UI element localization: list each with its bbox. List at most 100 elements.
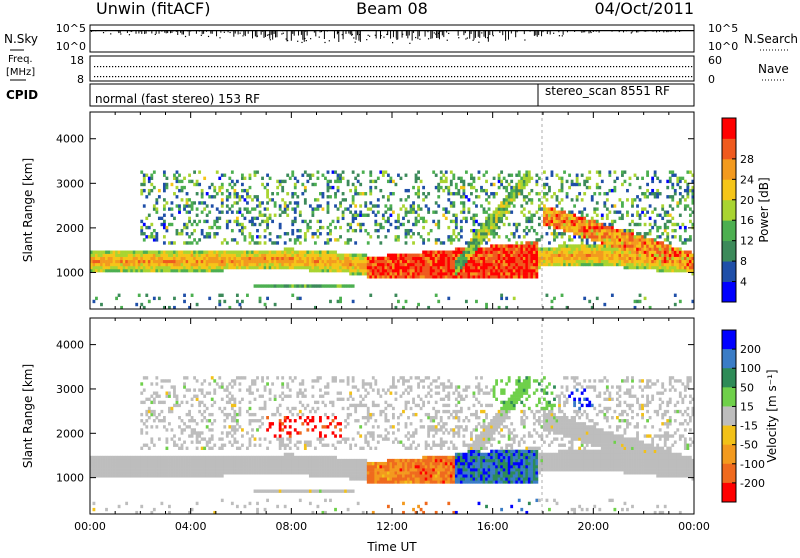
range-gate-cell [432, 254, 435, 257]
range-gate-cell [619, 235, 622, 238]
range-gate-cell [148, 410, 151, 413]
range-gate-cell [596, 254, 599, 257]
range-gate-cell [629, 232, 632, 235]
range-gate-cell [661, 266, 664, 269]
range-gate-cell [420, 254, 423, 257]
range-gate-cell [150, 223, 153, 226]
range-gate-cell [450, 263, 453, 266]
range-gate-cell [551, 211, 554, 214]
range-gate-cell [266, 207, 269, 210]
range-gate-cell [103, 456, 106, 459]
noise-search-point [353, 37, 354, 38]
range-gate-cell [676, 254, 679, 257]
range-gate-cell [213, 223, 216, 226]
range-gate-cell [503, 211, 506, 214]
range-gate-cell [171, 471, 174, 474]
range-gate-cell [654, 247, 657, 250]
range-gate-cell [576, 229, 579, 232]
range-gate-cell [518, 251, 521, 254]
range-gate-cell [505, 204, 508, 207]
range-gate-cell [181, 401, 184, 404]
range-gate-cell [432, 266, 435, 269]
range-gate-cell [639, 214, 642, 217]
range-gate-cell [470, 257, 473, 260]
range-gate-cell [510, 201, 513, 204]
range-gate-cell [561, 257, 564, 260]
range-gate-cell [561, 294, 564, 297]
freq-point [427, 76, 428, 77]
range-gate-cell [639, 257, 642, 260]
range-gate-cell [520, 272, 523, 275]
range-gate-cell [138, 251, 141, 254]
range-gate-cell [402, 223, 405, 226]
range-gate-cell [379, 266, 382, 269]
range-gate-cell [457, 254, 460, 257]
range-gate-cell [520, 180, 523, 183]
range-gate-cell [538, 247, 541, 250]
range-gate-cell [483, 189, 486, 192]
nave-point [664, 66, 665, 67]
range-gate-cell [654, 251, 657, 254]
range-gate-cell [591, 260, 594, 263]
range-gate-cell [384, 204, 387, 207]
nave-point [616, 66, 617, 67]
range-gate-cell [203, 207, 206, 210]
noise-search-point [155, 34, 156, 35]
range-gate-cell [203, 263, 206, 266]
range-gate-cell [120, 260, 123, 263]
range-gate-cell [296, 263, 299, 266]
range-gate-cell [236, 254, 239, 257]
range-gate-cell [676, 177, 679, 180]
range-gate-cell [140, 468, 143, 471]
range-gate-cell [636, 223, 639, 226]
range-gate-cell [528, 254, 531, 257]
freq-point [136, 76, 137, 77]
range-gate-cell [588, 226, 591, 229]
range-gate-cell [140, 263, 143, 266]
range-gate-cell [478, 223, 481, 226]
range-gate-cell [163, 220, 166, 223]
range-gate-cell [598, 247, 601, 250]
range-gate-cell [163, 223, 166, 226]
noise-search-point [473, 40, 474, 41]
range-gate-cell [470, 244, 473, 247]
range-gate-cell [181, 251, 184, 254]
range-gate-cell [608, 170, 611, 173]
range-gate-cell [93, 257, 96, 260]
freq-point [577, 76, 578, 77]
freq-point [328, 76, 329, 77]
range-gate-cell [354, 192, 357, 195]
range-gate-cell [93, 251, 96, 254]
range-gate-cell [561, 226, 564, 229]
range-gate-cell [417, 192, 420, 195]
range-gate-cell [470, 272, 473, 275]
range-gate-cell [374, 272, 377, 275]
range-gate-cell [566, 226, 569, 229]
nave-point [127, 66, 128, 67]
range-gate-cell [483, 254, 486, 257]
range-gate-cell [306, 223, 309, 226]
range-gate-cell [606, 198, 609, 201]
range-gate-cell [296, 251, 299, 254]
nave-point [238, 66, 239, 67]
range-gate-cell [412, 207, 415, 210]
range-gate-cell [681, 195, 684, 198]
range-gate-cell [382, 226, 385, 229]
range-gate-cell [176, 229, 179, 232]
range-gate-cell [377, 257, 380, 260]
range-gate-cell [160, 474, 163, 477]
range-gate-cell [450, 269, 453, 272]
range-gate-cell [641, 177, 644, 180]
range-gate-cell [332, 260, 335, 263]
range-gate-cell [573, 226, 576, 229]
range-gate-cell [246, 263, 249, 266]
range-gate-cell [455, 266, 458, 269]
range-gate-cell [95, 257, 98, 260]
range-gate-cell [352, 195, 355, 198]
range-gate-cell [586, 180, 589, 183]
power-ylabel: Slant Range [km] [21, 158, 35, 262]
range-gate-cell [254, 266, 257, 269]
nave-point [151, 66, 152, 67]
range-gate-cell [415, 254, 418, 257]
freq-point [475, 76, 476, 77]
